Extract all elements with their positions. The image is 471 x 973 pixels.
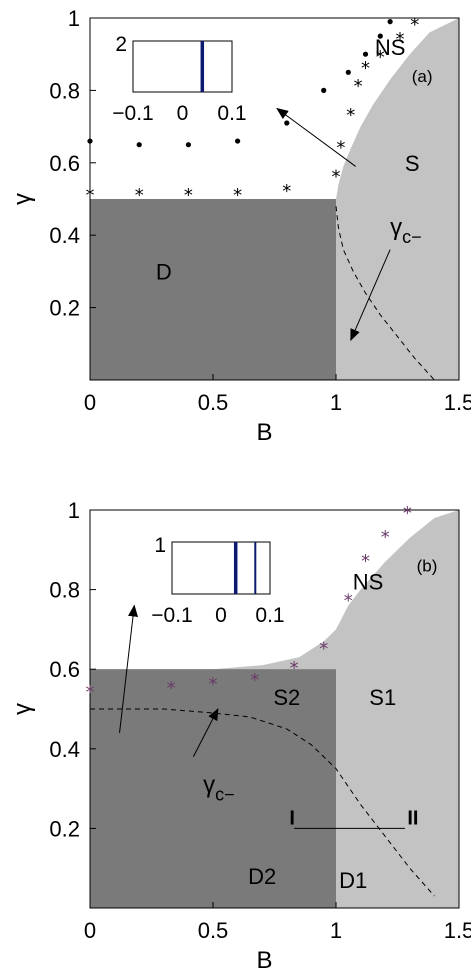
x-tick-label: 0.5: [198, 918, 229, 943]
star-marker: *: [381, 527, 390, 548]
region-d-fill: [90, 199, 336, 380]
star-marker: *: [209, 674, 218, 695]
region-label-s2: S2: [273, 685, 300, 710]
y-tick-label: 1: [68, 6, 80, 31]
gamma-c-dashed-line: [335, 206, 435, 381]
y-tick-label: 0.2: [49, 816, 80, 841]
y-axis-label: γ: [9, 703, 36, 715]
x-tick-label: 0: [84, 390, 96, 415]
star-marker: *: [250, 670, 259, 691]
x-tick-label: 1: [330, 918, 342, 943]
star-marker: *: [395, 29, 404, 50]
y-tick-label: 0.8: [49, 578, 80, 603]
star-marker: *: [319, 638, 328, 659]
inset-x-tick: −0.1: [151, 604, 192, 627]
star-marker: *: [361, 551, 370, 572]
annotation-arrow: [276, 107, 356, 167]
star-marker: *: [332, 167, 341, 188]
region-label-s1: S1: [369, 685, 396, 710]
inset-x-tick: 0: [215, 604, 227, 627]
star-marker: *: [184, 185, 193, 206]
inset-x-tick: 0.1: [255, 604, 284, 627]
dot-marker: [87, 138, 93, 144]
annotation-arrow: [119, 604, 138, 733]
x-tick-label: 0.5: [198, 390, 229, 415]
region-s-fill: [336, 18, 459, 380]
star-marker: *: [354, 76, 363, 97]
inset-frame: [171, 541, 271, 595]
region-label-s: S: [405, 151, 420, 176]
x-tick-label: 1: [330, 390, 342, 415]
x-axis-label: B: [256, 947, 272, 973]
mark-i: I: [289, 807, 295, 829]
y-tick-label: 0.8: [49, 78, 80, 103]
star-marker: *: [233, 185, 242, 206]
inset-x-tick: −0.1: [112, 102, 153, 125]
star-marker: *: [344, 591, 353, 612]
gamma-c-label: γc−: [203, 772, 235, 805]
dot-marker: [345, 69, 351, 75]
dot-marker: [387, 19, 393, 25]
star-marker: *: [403, 503, 412, 524]
gamma-c-label: γc−: [390, 214, 422, 247]
star-marker: *: [135, 185, 144, 206]
star-marker: *: [346, 105, 355, 126]
annotation-arrow: [350, 249, 391, 342]
region-label-d2: D2: [248, 864, 276, 889]
y-axis-label: γ: [9, 193, 36, 205]
star-marker: *: [410, 15, 419, 36]
dot-marker: [362, 51, 369, 57]
star-marker: *: [86, 185, 95, 206]
dot-marker: [136, 142, 142, 148]
y-tick-label: 0.4: [49, 223, 80, 248]
y-tick-label: 0.2: [49, 296, 80, 321]
region-label-d: D: [156, 259, 172, 284]
y-tick-label: 0.6: [49, 151, 80, 176]
star-marker: *: [336, 138, 345, 159]
x-tick-label: 0: [84, 918, 96, 943]
star-marker: *: [167, 678, 176, 699]
star-marker: *: [376, 47, 385, 68]
x-tick-label: 1.5: [444, 918, 471, 943]
inset-y-tick: 2: [115, 33, 127, 56]
inset-y-tick: 1: [154, 534, 166, 557]
y-tick-label: 0.4: [49, 737, 80, 762]
star-marker: *: [86, 682, 95, 703]
panel-label: (a): [412, 67, 433, 86]
mark-ii: II: [407, 807, 418, 829]
dot-marker: [235, 138, 241, 144]
y-tick-label: 1: [68, 498, 80, 523]
star-marker: *: [361, 58, 370, 79]
region-label-ns: NS: [375, 35, 406, 60]
star-marker: *: [290, 658, 299, 679]
dot-marker: [185, 142, 191, 148]
plot-frame: [89, 17, 460, 381]
x-tick-label: 1.5: [444, 390, 471, 415]
annotation-arrow: [192, 708, 219, 757]
region-label-ns: NS: [353, 570, 384, 595]
dot-marker: [321, 87, 327, 93]
inset-x-tick: 0: [177, 102, 189, 125]
dot-marker: [284, 120, 290, 126]
dot-marker: [377, 33, 383, 39]
x-axis-label: B: [256, 419, 272, 446]
star-marker: *: [282, 181, 291, 202]
panel-label: (b): [417, 557, 438, 576]
gamma-c-dashed-line: [90, 708, 435, 897]
region-label-d1: D1: [339, 868, 367, 893]
inset-frame: [132, 40, 233, 93]
y-tick-label: 0.6: [49, 657, 80, 682]
inset-x-tick: 0.1: [217, 102, 246, 125]
